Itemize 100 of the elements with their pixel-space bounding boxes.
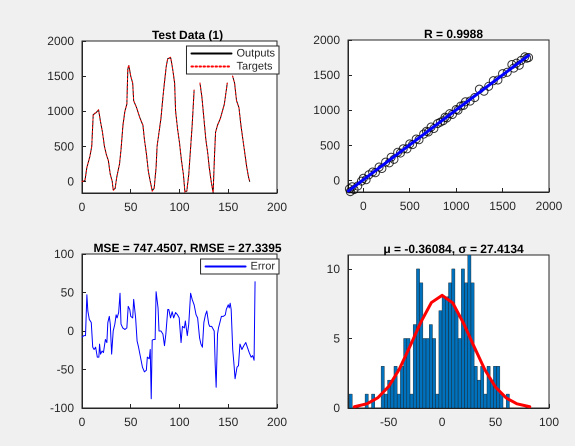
- point: [460, 97, 470, 106]
- y-tick-label: 5: [333, 331, 340, 346]
- point: [452, 105, 461, 114]
- point: [389, 154, 398, 164]
- point: [509, 64, 518, 73]
- point: [368, 167, 378, 176]
- point: [350, 185, 359, 194]
- x-tick-label: 200: [266, 415, 288, 429]
- point: [493, 76, 502, 85]
- legend-label: Targets: [236, 60, 274, 72]
- y-tick-label: 1000: [313, 103, 340, 118]
- point: [370, 168, 380, 178]
- x-tick-label: 0: [438, 415, 446, 429]
- point: [424, 127, 433, 136]
- x-tick-label: 50: [124, 200, 138, 214]
- point: [488, 76, 498, 86]
- point: [364, 170, 374, 180]
- point: [412, 134, 421, 144]
- point: [377, 164, 386, 173]
- y-tick-label: 0: [67, 174, 74, 188]
- point: [459, 100, 468, 110]
- chart-title: MSE = 747.4507, RMSE = 27.3395: [93, 241, 282, 255]
- y-tick-label: 100: [54, 247, 74, 261]
- x-tick-label: 150: [218, 200, 239, 214]
- point: [502, 68, 512, 77]
- point: [484, 82, 494, 91]
- x-tick-label: 100: [169, 415, 190, 429]
- point: [426, 122, 436, 132]
- point: [514, 60, 524, 70]
- point: [524, 53, 534, 62]
- point: [408, 140, 418, 150]
- point: [419, 130, 428, 139]
- line-series: [82, 281, 256, 400]
- chart-title: Test Data (1): [152, 28, 224, 42]
- y-tick-label: 2000: [47, 34, 74, 48]
- y-tick-label: 500: [54, 139, 74, 154]
- point: [454, 106, 463, 115]
- y-tick-label: 0: [67, 324, 74, 338]
- point: [516, 56, 526, 65]
- y-tick-label: 10: [326, 262, 340, 276]
- chart-title: R = 0.9988: [424, 27, 484, 41]
- y-tick-label: 500: [320, 138, 340, 152]
- point: [498, 69, 508, 78]
- point: [520, 52, 530, 62]
- point: [346, 187, 355, 196]
- point: [348, 182, 357, 192]
- x-tick-label: 0: [78, 200, 86, 214]
- point: [480, 86, 489, 96]
- point: [384, 158, 394, 168]
- point: [448, 110, 457, 119]
- y-tick-label: 2000: [313, 33, 340, 47]
- line-series: [352, 294, 532, 408]
- x-tick-label: 1000: [442, 199, 470, 213]
- x-tick-label: 500: [400, 199, 420, 213]
- point: [402, 144, 412, 154]
- x-tick-label: 100: [169, 200, 190, 214]
- point: [466, 96, 475, 106]
- point: [436, 118, 445, 127]
- point: [433, 119, 442, 128]
- point: [445, 109, 454, 118]
- x-tick-label: 0: [360, 199, 367, 213]
- x-tick-label: 2000: [536, 199, 563, 213]
- y-tick-label: 1500: [47, 69, 74, 84]
- x-tick-label: 100: [538, 415, 560, 429]
- point: [381, 158, 390, 167]
- x-tick-label: 50: [124, 415, 138, 429]
- y-tick-label: -50: [56, 362, 74, 376]
- point: [512, 58, 522, 68]
- y-tick-label: 1500: [313, 68, 340, 82]
- point: [422, 126, 431, 136]
- y-tick-label: 1000: [47, 104, 74, 118]
- y-tick-label: -100: [50, 401, 74, 415]
- point: [398, 144, 408, 154]
- x-tick-label: 1500: [489, 199, 516, 213]
- point: [405, 139, 414, 148]
- x-tick-label: 0: [78, 415, 86, 429]
- y-tick-label: 50: [60, 286, 74, 300]
- point: [358, 174, 368, 183]
- point: [396, 148, 405, 158]
- legend-label: Outputs: [236, 48, 276, 60]
- point: [414, 135, 424, 144]
- point: [522, 54, 532, 63]
- point: [470, 93, 480, 102]
- point: [386, 152, 396, 162]
- point: [353, 182, 362, 191]
- x-tick-label: 150: [218, 415, 239, 429]
- point: [356, 176, 366, 186]
- point: [438, 116, 448, 126]
- point: [374, 162, 384, 172]
- chart-title: μ = -0.36084, σ = 27.4134: [383, 242, 524, 256]
- point: [429, 124, 438, 133]
- x-tick-label: 50: [488, 415, 503, 429]
- y-tick-label: 0: [333, 173, 340, 188]
- point: [393, 148, 402, 157]
- legend-label: Error: [250, 260, 276, 272]
- x-tick-label: 200: [266, 200, 288, 214]
- point: [362, 175, 371, 184]
- point: [456, 101, 466, 110]
- x-tick-label: -50: [380, 415, 398, 429]
- y-tick-label: 0: [333, 401, 340, 415]
